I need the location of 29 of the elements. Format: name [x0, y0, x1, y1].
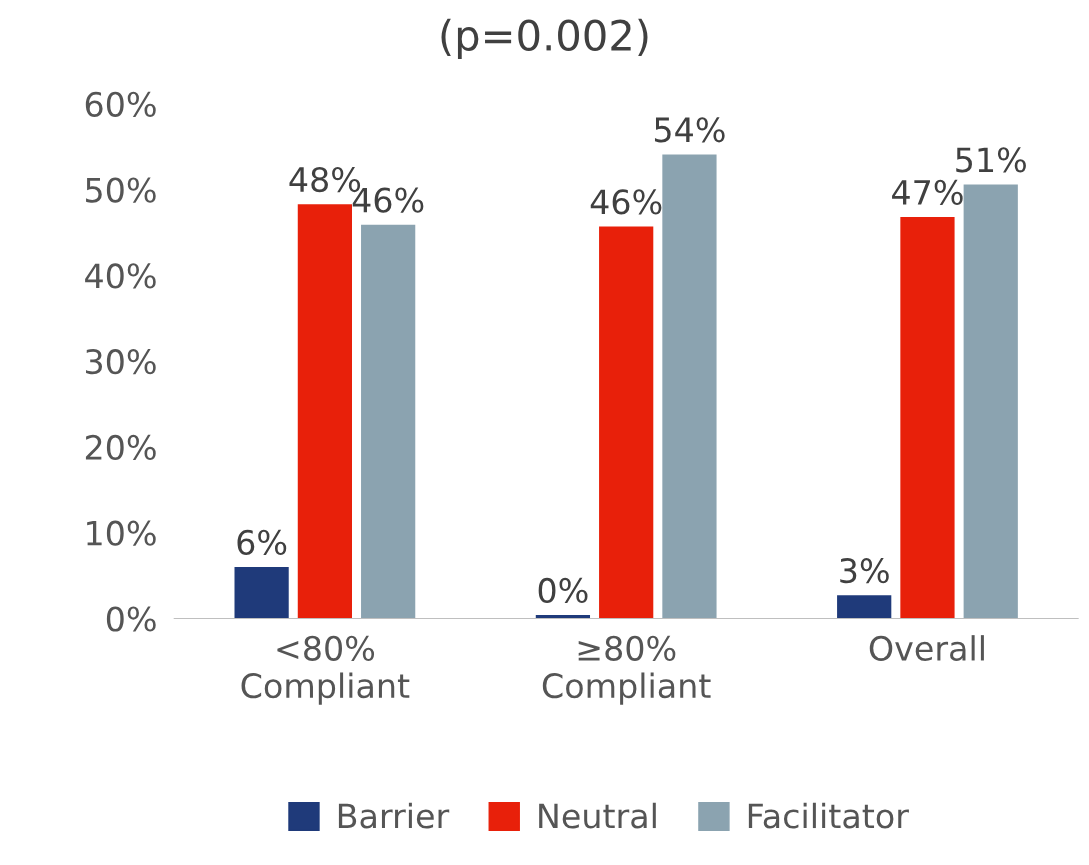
y-tick-label: 0% [106, 606, 156, 632]
y-tick-label: 40% [85, 263, 156, 289]
y-tick-label: 10% [87, 520, 156, 546]
data-label: 51% [956, 147, 1026, 173]
x-tick-label: <80% Compliant [241, 635, 410, 705]
data-label: 46% [590, 189, 662, 215]
bar [234, 567, 289, 619]
data-label: 47% [892, 179, 963, 206]
bar [900, 217, 955, 619]
data-label: 0% [538, 577, 588, 604]
bar [599, 226, 654, 619]
y-tick-label: 60% [85, 91, 156, 117]
data-label: 3% [840, 558, 889, 584]
data-label: 6% [237, 529, 287, 555]
bar [361, 224, 416, 619]
data-label: 54% [654, 117, 725, 143]
y-tick-label: 30% [86, 349, 156, 375]
x-tick-label: ≥80% Compliant [542, 635, 711, 705]
legend-label: Facilitator [748, 802, 909, 829]
bar [662, 154, 717, 619]
bar [963, 184, 1018, 619]
x-tick-label: Overall [869, 635, 984, 661]
y-tick-label: 20% [85, 434, 156, 461]
bar [297, 204, 352, 619]
bar [837, 595, 892, 619]
legend-label: Neutral [539, 802, 656, 829]
y-tick-label: 50% [86, 177, 156, 203]
chart-title: (p=0.002) [441, 18, 648, 60]
legend-label: Barrier [338, 802, 450, 829]
